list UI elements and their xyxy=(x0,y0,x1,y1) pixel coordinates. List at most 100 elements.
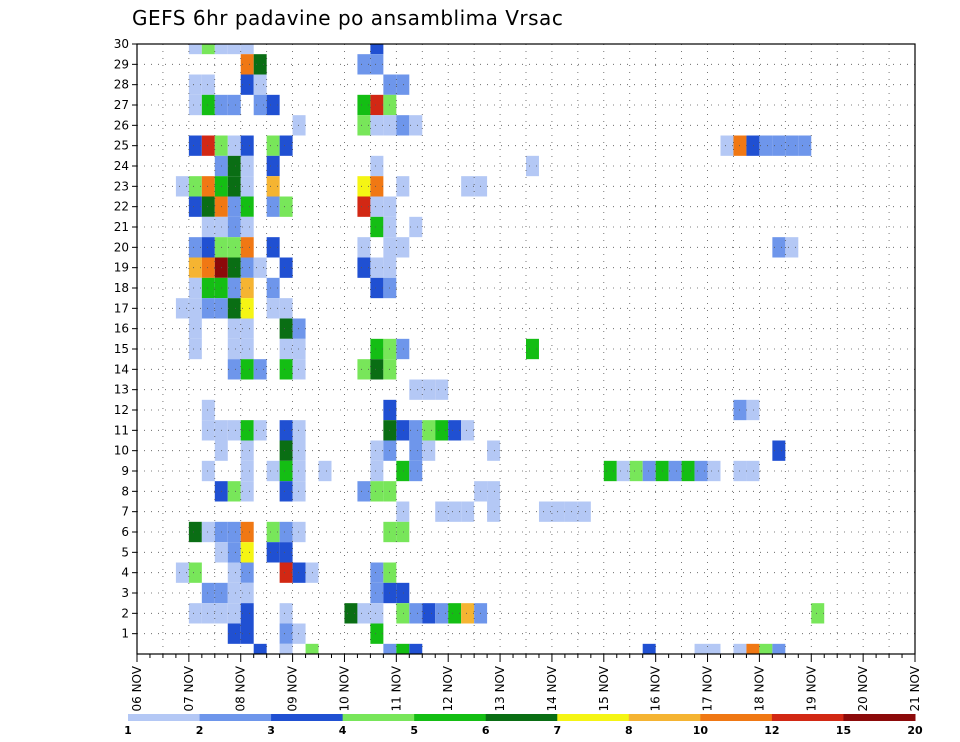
x-tick-label: 18 NOV xyxy=(752,665,766,711)
heatmap-cell xyxy=(409,420,423,441)
heatmap-cell xyxy=(279,562,293,583)
heatmap-cell xyxy=(279,481,293,502)
heatmap-cell xyxy=(227,44,241,55)
heatmap-cell xyxy=(785,237,799,258)
heatmap-cell xyxy=(370,623,384,644)
heatmap-cell xyxy=(370,582,384,604)
heatmap-cell xyxy=(240,44,254,55)
heatmap-cell xyxy=(357,603,371,624)
y-tick-label: 30 xyxy=(114,37,129,51)
heatmap-cell xyxy=(357,176,371,197)
heatmap-cell xyxy=(227,359,241,380)
heatmap-cell xyxy=(292,440,306,461)
heatmap-cell xyxy=(201,582,215,604)
heatmap-cell xyxy=(240,155,254,177)
heatmap-cell xyxy=(227,277,241,299)
heatmap-cell xyxy=(292,521,306,543)
heatmap-cell xyxy=(733,643,747,654)
heatmap-cell xyxy=(227,542,241,563)
heatmap-cell xyxy=(188,196,202,217)
heatmap-cell xyxy=(746,643,760,654)
heatmap-cell xyxy=(240,298,254,319)
heatmap-cell xyxy=(577,501,591,522)
colorbar-label: 8 xyxy=(625,724,633,737)
y-tick-label: 2 xyxy=(121,606,129,620)
heatmap-cell xyxy=(227,176,241,197)
colorbar: 1 2 3 4 5 6 7 8 10 12 15 20 xyxy=(124,714,923,737)
heatmap-cell xyxy=(266,277,280,299)
colorbar-swatch xyxy=(128,714,201,721)
y-tick-label: 9 xyxy=(121,464,129,478)
chart-title: GEFS 6hr padavine po ansamblima Vrsac xyxy=(132,6,564,30)
heatmap-cell xyxy=(409,603,423,624)
y-tick-label: 28 xyxy=(114,78,129,92)
heatmap-cell xyxy=(227,481,241,502)
heatmap-cell xyxy=(227,338,241,360)
heatmap-cell xyxy=(253,643,267,654)
y-tick-label: 7 xyxy=(121,505,129,519)
heatmap-cell xyxy=(370,155,384,177)
heatmap-cell xyxy=(188,94,202,116)
heatmap-cell xyxy=(435,420,449,441)
heatmap-cell xyxy=(370,44,384,55)
heatmap-cell xyxy=(694,460,708,482)
heatmap-cell xyxy=(266,521,280,543)
heatmap-cell xyxy=(292,318,306,339)
heatmap-cell xyxy=(396,643,410,654)
heatmap-cell xyxy=(253,54,267,75)
heatmap-cell xyxy=(188,176,202,197)
heatmap-cell xyxy=(175,176,189,197)
heatmap-cell xyxy=(227,562,241,583)
heatmap-cell xyxy=(357,359,371,380)
colorbar-swatch xyxy=(557,714,630,721)
x-tick-label: 14 NOV xyxy=(545,665,559,711)
colorbar-swatch xyxy=(700,714,773,721)
heatmap-cell xyxy=(188,257,202,278)
heatmap-cell xyxy=(370,115,384,136)
heatmap-cell xyxy=(370,176,384,197)
heatmap-cell xyxy=(357,237,371,258)
heatmap-cell xyxy=(409,440,423,461)
heatmap-cell xyxy=(798,135,812,156)
x-tick-label: 06 NOV xyxy=(130,665,144,711)
heatmap-cell xyxy=(240,582,254,604)
heatmap-cell xyxy=(396,420,410,441)
heatmap-cell xyxy=(370,216,384,238)
heatmap-cell xyxy=(201,94,215,116)
x-tick-label: 20 NOV xyxy=(856,665,870,711)
y-tick-label: 13 xyxy=(114,383,129,397)
heatmap-cell xyxy=(188,521,202,543)
heatmap-cell xyxy=(266,176,280,197)
heatmap-cell xyxy=(279,135,293,156)
heatmap-cell xyxy=(188,135,202,156)
y-tick-label: 5 xyxy=(121,545,129,559)
heatmap-cell xyxy=(227,298,241,319)
heatmap-cell xyxy=(357,94,371,116)
heatmap-cell xyxy=(396,521,410,543)
heatmap-cell xyxy=(240,74,254,95)
heatmap-cell xyxy=(318,460,332,482)
x-tick-label: 08 NOV xyxy=(234,665,248,711)
heatmap-cell xyxy=(772,643,786,654)
heatmap-cell xyxy=(201,196,215,217)
heatmap-cell xyxy=(253,420,267,441)
heatmap-cell xyxy=(409,379,423,400)
heatmap-cell xyxy=(396,115,410,136)
heatmap-cell xyxy=(772,135,786,156)
heatmap-cell xyxy=(240,216,254,238)
heatmap-cell xyxy=(292,562,306,583)
y-tick-label: 11 xyxy=(114,423,129,437)
heatmap-cell xyxy=(227,257,241,278)
heatmap-cell xyxy=(370,440,384,461)
heatmap-cell xyxy=(357,196,371,217)
heatmap-cell xyxy=(175,562,189,583)
heatmap-cell xyxy=(409,643,423,654)
heatmap-cell xyxy=(279,318,293,339)
heatmap-cell xyxy=(253,257,267,278)
heatmap-cell xyxy=(746,460,760,482)
heatmap-cell xyxy=(227,623,241,644)
heatmap-cell xyxy=(370,460,384,482)
heatmap-cell xyxy=(370,338,384,360)
heatmap-cell xyxy=(201,135,215,156)
heatmap-cell xyxy=(227,420,241,441)
